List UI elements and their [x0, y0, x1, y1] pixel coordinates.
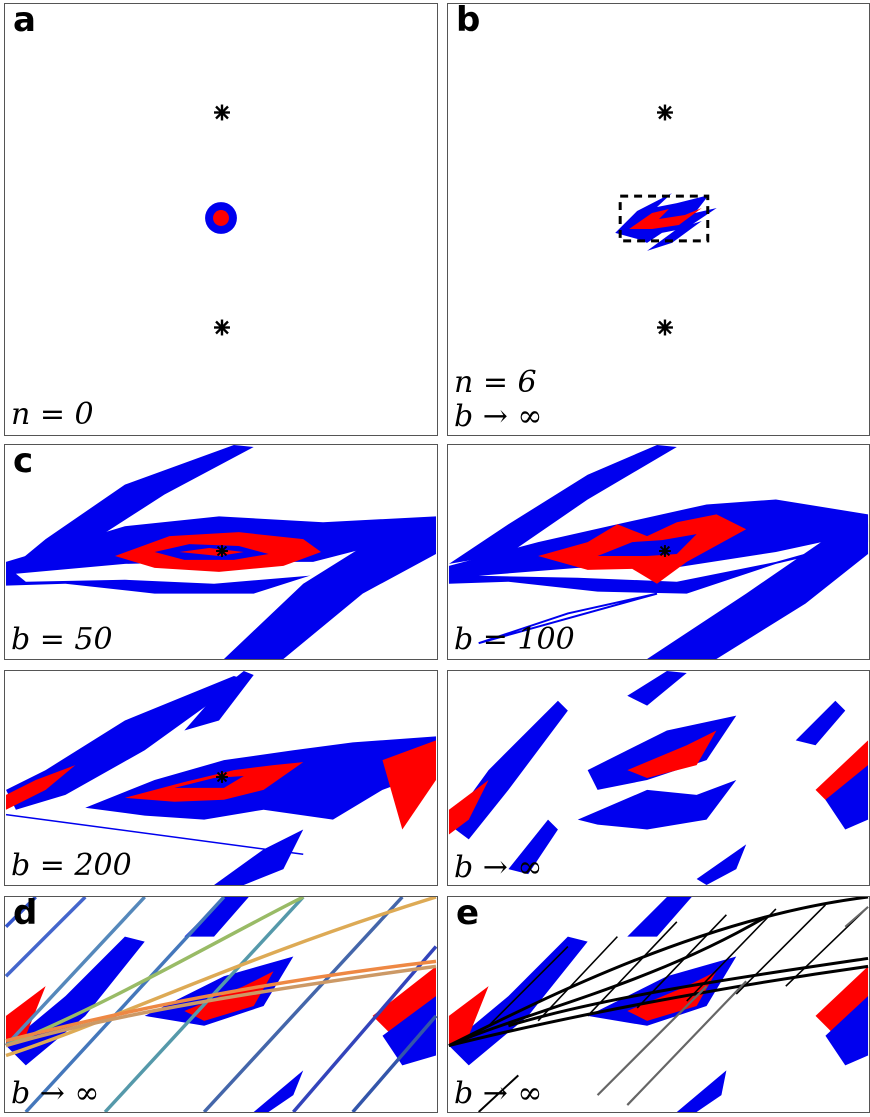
panel-a-plot [205, 104, 237, 336]
panel-binf-row3: b → ∞ [447, 670, 870, 886]
stirrer-marker-top [657, 104, 673, 121]
panel-a: a n = 0 [4, 3, 438, 436]
cell-outlines [448, 897, 869, 1112]
stirrer-marker-bottom [214, 319, 230, 336]
panel-b200: b = 200 [4, 670, 438, 886]
panel-b-eq-n: n = 6 [454, 365, 537, 400]
panel-e-letter: e [456, 896, 480, 933]
panel-d-letter: d [13, 896, 38, 933]
panel-b100-eq: b = 100 [454, 622, 575, 657]
panel-b-letter: b [456, 3, 481, 40]
panel-e-eq: b → ∞ [454, 1076, 543, 1111]
panel-e: e b → ∞ [447, 896, 870, 1113]
zoom-region-box [618, 194, 710, 243]
stirrer-marker-bottom [657, 319, 673, 336]
panel-b-eq-b: b → ∞ [454, 399, 543, 434]
panel-b-plot [615, 104, 717, 336]
initial-blob-red [213, 210, 229, 226]
panel-c-letter: c [13, 444, 34, 481]
panel-b200-eq: b = 200 [11, 848, 132, 883]
panel-binf-row3-plot [448, 671, 869, 885]
panel-c-b50-plot [6, 445, 436, 659]
stretched-filaments [615, 193, 717, 251]
panel-d-eq: b → ∞ [11, 1076, 100, 1111]
panel-a-eq: n = 0 [11, 397, 94, 432]
panel-a-letter: a [13, 3, 36, 40]
panel-c-b50: c b = 50 [4, 444, 438, 660]
stirrer-marker-top [214, 104, 230, 121]
panel-b200-plot [5, 671, 436, 885]
panel-b100: b = 100 [447, 444, 870, 660]
manifold-lines [5, 897, 437, 1112]
panel-d: d b → ∞ [4, 896, 438, 1113]
panel-d-plot [5, 897, 437, 1112]
panel-c-b50-eq: b = 50 [11, 622, 113, 657]
panel-b100-plot [448, 445, 869, 659]
panel-binf-row3-eq: b → ∞ [454, 850, 543, 885]
panel-b: b n = 6 b → ∞ [447, 3, 870, 436]
panel-e-plot [448, 897, 869, 1112]
